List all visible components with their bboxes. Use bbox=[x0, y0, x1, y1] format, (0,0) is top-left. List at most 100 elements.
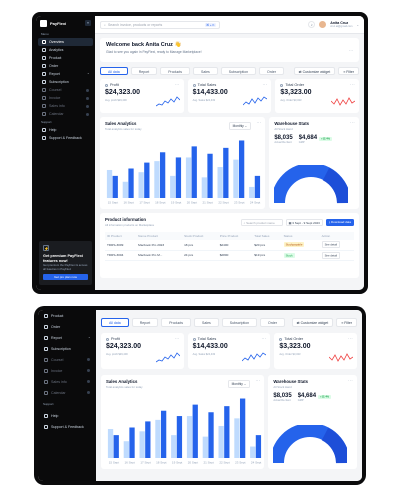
column-header[interactable]: Stock Product bbox=[182, 232, 218, 240]
bar[interactable] bbox=[208, 412, 214, 458]
sidebar-item-invoice[interactable]: Invoice bbox=[38, 94, 93, 102]
more-icon[interactable]: ··· bbox=[261, 336, 267, 341]
see-detail-button[interactable]: See detail bbox=[321, 241, 341, 249]
bar[interactable] bbox=[202, 436, 208, 458]
sidebar-item-help[interactable]: Help bbox=[38, 126, 93, 134]
tab-order[interactable]: Order bbox=[260, 317, 285, 327]
sidebar-item-support-feedback[interactable]: Support & Feedback bbox=[38, 134, 93, 142]
sidebar-item-help[interactable]: Help bbox=[40, 410, 94, 421]
column-header[interactable]: Total Sales bbox=[252, 232, 282, 240]
bar[interactable] bbox=[159, 152, 166, 198]
bar[interactable] bbox=[207, 153, 213, 198]
product-search-input[interactable]: ⌕ Search product name bbox=[240, 218, 283, 226]
sidebar-item-calendar[interactable]: Calendar bbox=[40, 387, 94, 398]
tab-all-data[interactable]: All data bbox=[100, 67, 128, 75]
sidebar-item-coursel[interactable]: Coursel bbox=[40, 354, 94, 365]
bar[interactable] bbox=[218, 425, 224, 458]
more-icon[interactable]: ··· bbox=[256, 120, 262, 125]
bar[interactable] bbox=[254, 175, 261, 198]
bell-icon[interactable]: ♪ bbox=[308, 21, 316, 28]
bar[interactable] bbox=[176, 416, 183, 458]
sidebar-item-overview[interactable]: Overview bbox=[38, 38, 93, 46]
bar[interactable] bbox=[217, 167, 223, 198]
sidebar-item-sales-info[interactable]: Sales info bbox=[38, 102, 93, 110]
column-header[interactable]: ID Product bbox=[105, 232, 137, 240]
period-select[interactable]: Monthly ⌄ bbox=[227, 380, 251, 388]
tab-sales[interactable]: Sales bbox=[193, 67, 218, 75]
sidebar-item-subscription[interactable]: Subscription bbox=[40, 343, 94, 354]
more-icon[interactable]: ··· bbox=[174, 336, 180, 341]
sidebar-item-product[interactable]: Product bbox=[38, 54, 93, 62]
tab-report[interactable]: Report bbox=[131, 317, 159, 327]
bar[interactable] bbox=[112, 175, 118, 198]
period-select[interactable]: Monthly ⌄ bbox=[228, 122, 252, 130]
bar[interactable] bbox=[128, 168, 134, 199]
table-row[interactable]: TDRS-3004 Macbook Pro M... 24 pcs $2800 … bbox=[105, 250, 354, 261]
bar[interactable] bbox=[185, 157, 192, 198]
more-icon[interactable]: ··· bbox=[348, 336, 354, 341]
sidebar-item-support-feedback[interactable]: Support & Feedback bbox=[40, 421, 94, 432]
column-header[interactable]: Name Product bbox=[136, 232, 183, 240]
bar[interactable] bbox=[255, 435, 262, 458]
bar[interactable] bbox=[145, 421, 151, 458]
tab-order[interactable]: Order bbox=[259, 67, 284, 75]
bar[interactable] bbox=[138, 172, 144, 198]
bar[interactable] bbox=[155, 419, 161, 458]
bar[interactable] bbox=[250, 446, 256, 458]
table-row[interactable]: TDRS-3009 Macbook Pro 2023 18 pcs $2400 … bbox=[105, 240, 354, 251]
more-icon[interactable]: ··· bbox=[349, 48, 353, 53]
more-icon[interactable]: ··· bbox=[262, 82, 268, 87]
tab-sales[interactable]: Sales bbox=[194, 317, 219, 327]
tab-report[interactable]: Report bbox=[130, 67, 158, 75]
more-icon[interactable]: ··· bbox=[348, 378, 353, 383]
bar[interactable] bbox=[186, 416, 193, 458]
bar[interactable] bbox=[224, 406, 230, 458]
collapse-sidebar-icon[interactable]: « bbox=[85, 20, 91, 26]
date-range-picker[interactable]: ▦ 3 Sept - 9 Sept 2023 bbox=[285, 218, 323, 226]
sidebar-item-calendar[interactable]: Calendar bbox=[38, 110, 93, 118]
bar[interactable] bbox=[129, 427, 135, 459]
tab-subscription[interactable]: Subscription bbox=[221, 317, 258, 327]
sidebar-item-sales-info[interactable]: Sales info bbox=[40, 376, 94, 387]
bar[interactable] bbox=[233, 159, 239, 198]
bar[interactable] bbox=[249, 186, 255, 198]
sidebar-item-analytics[interactable]: Analytics bbox=[38, 46, 93, 54]
get-pro-plan-button[interactable]: Get pro plan now bbox=[43, 274, 88, 280]
bar[interactable] bbox=[175, 157, 182, 198]
tab-all-data[interactable]: All data bbox=[101, 317, 129, 327]
sidebar-item-subscription[interactable]: Subscription bbox=[38, 78, 93, 86]
bar[interactable] bbox=[223, 147, 229, 198]
sidebar-item-product[interactable]: Product bbox=[40, 310, 94, 321]
tab-subscription[interactable]: Subscription bbox=[220, 67, 257, 75]
sidebar-item-report[interactable]: Report ^ bbox=[38, 70, 93, 78]
bar[interactable] bbox=[239, 398, 246, 458]
see-detail-button[interactable]: See detail bbox=[321, 251, 341, 259]
chevron-down-icon[interactable]: ⌄ bbox=[356, 22, 359, 27]
more-icon[interactable]: ··· bbox=[174, 82, 180, 87]
more-icon[interactable]: ··· bbox=[255, 378, 261, 383]
bar[interactable] bbox=[201, 177, 207, 198]
sidebar-item-order[interactable]: Order bbox=[38, 62, 93, 70]
bar[interactable] bbox=[154, 161, 160, 198]
bar[interactable] bbox=[144, 162, 150, 198]
tab-products[interactable]: Products bbox=[161, 317, 192, 327]
sidebar-item-coursel[interactable]: Coursel bbox=[38, 86, 93, 94]
download-data-button[interactable]: ⤓ Download data bbox=[325, 218, 354, 226]
bar[interactable] bbox=[234, 418, 240, 458]
customize-widget-button[interactable]: ⇄ Customize widget bbox=[291, 317, 334, 327]
sidebar-item-order[interactable]: Order bbox=[40, 321, 94, 332]
more-icon[interactable]: ··· bbox=[350, 82, 356, 87]
avatar[interactable] bbox=[319, 21, 327, 28]
bar[interactable] bbox=[171, 435, 177, 458]
bar[interactable] bbox=[107, 429, 114, 458]
column-header[interactable]: Action bbox=[319, 232, 354, 240]
more-icon[interactable]: ··· bbox=[350, 120, 355, 125]
bar[interactable] bbox=[123, 441, 129, 458]
filter-button[interactable]: ≡ Filter bbox=[336, 317, 357, 327]
bar[interactable] bbox=[139, 431, 145, 458]
bar[interactable] bbox=[113, 435, 119, 458]
bar[interactable] bbox=[170, 175, 176, 198]
sidebar-item-report[interactable]: Report ^ bbox=[40, 332, 94, 343]
customize-widget-button[interactable]: ⇄ Customize widget bbox=[293, 67, 336, 75]
bar[interactable] bbox=[191, 146, 197, 198]
